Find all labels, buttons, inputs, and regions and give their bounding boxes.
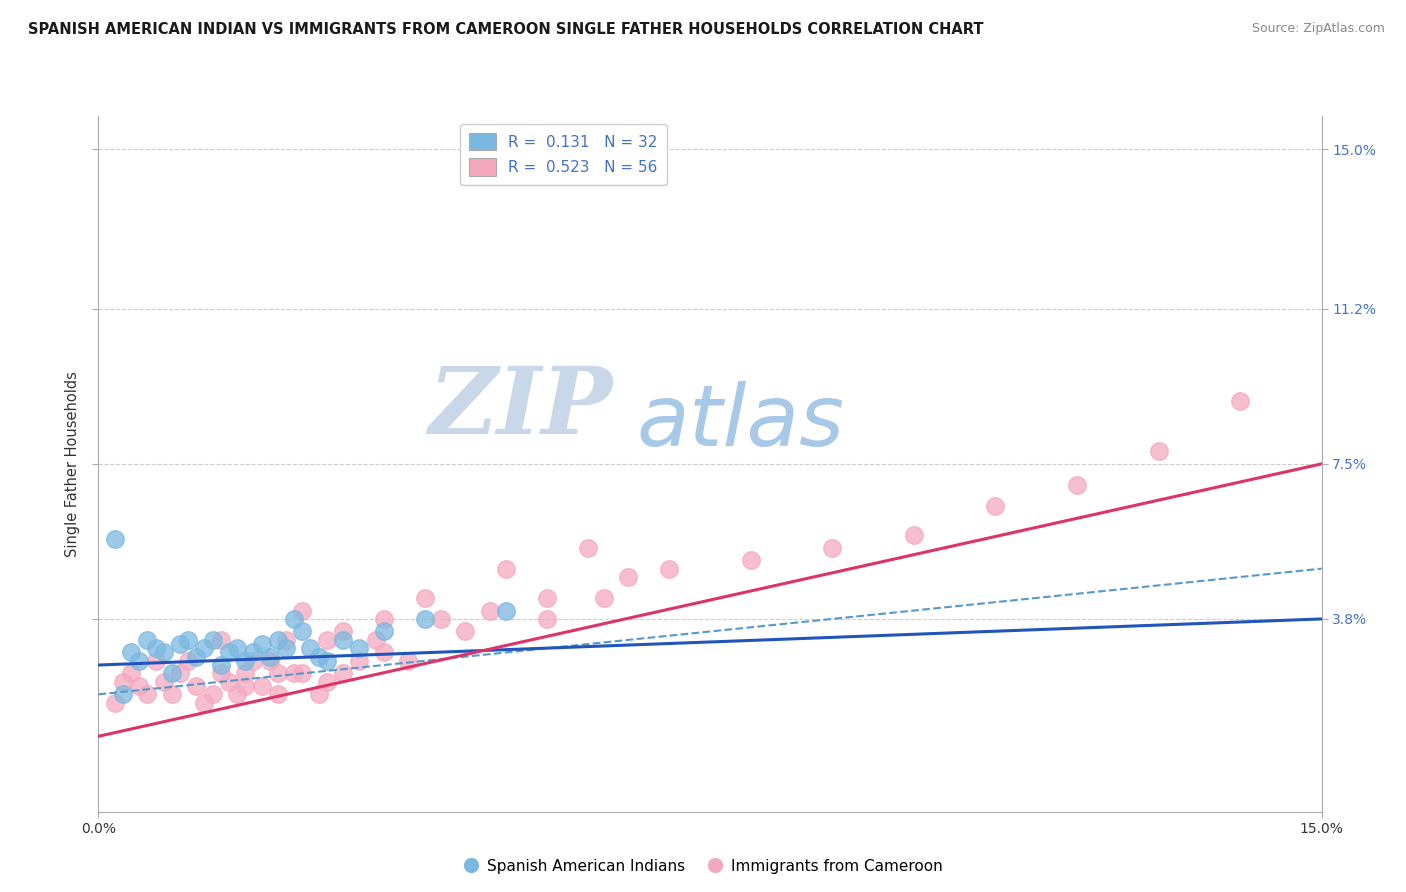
Legend: Spanish American Indians, Immigrants from Cameroon: Spanish American Indians, Immigrants fro…	[457, 853, 949, 880]
Point	[984, 499, 1007, 513]
Point	[242, 654, 264, 668]
Point	[617, 570, 640, 584]
Point	[193, 696, 215, 710]
Point	[152, 645, 174, 659]
Point	[128, 654, 150, 668]
Point	[136, 687, 159, 701]
Point	[495, 561, 517, 575]
Point	[315, 632, 337, 647]
Point	[201, 687, 224, 701]
Point	[193, 641, 215, 656]
Point	[373, 612, 395, 626]
Legend: R =  0.131   N = 32, R =  0.523   N = 56: R = 0.131 N = 32, R = 0.523 N = 56	[460, 124, 666, 185]
Point	[104, 696, 127, 710]
Point	[160, 666, 183, 681]
Point	[536, 612, 558, 626]
Point	[152, 674, 174, 689]
Point	[259, 654, 281, 668]
Point	[160, 687, 183, 701]
Point	[478, 603, 501, 617]
Point	[145, 641, 167, 656]
Point	[299, 641, 322, 656]
Point	[169, 637, 191, 651]
Point	[283, 666, 305, 681]
Point	[821, 541, 844, 555]
Point	[177, 632, 200, 647]
Text: ZIP: ZIP	[427, 363, 612, 453]
Point	[233, 679, 256, 693]
Point	[373, 645, 395, 659]
Point	[136, 632, 159, 647]
Point	[308, 687, 330, 701]
Text: Source: ZipAtlas.com: Source: ZipAtlas.com	[1251, 22, 1385, 36]
Point	[111, 687, 134, 701]
Point	[576, 541, 599, 555]
Text: atlas: atlas	[637, 381, 845, 464]
Point	[1147, 444, 1170, 458]
Point	[267, 687, 290, 701]
Point	[259, 649, 281, 664]
Point	[308, 649, 330, 664]
Point	[658, 561, 681, 575]
Point	[283, 612, 305, 626]
Point	[250, 637, 273, 651]
Point	[226, 641, 249, 656]
Point	[120, 666, 142, 681]
Point	[364, 632, 387, 647]
Point	[267, 666, 290, 681]
Point	[104, 533, 127, 547]
Point	[291, 603, 314, 617]
Point	[120, 645, 142, 659]
Point	[1066, 477, 1088, 491]
Point	[349, 641, 371, 656]
Point	[267, 632, 290, 647]
Point	[177, 654, 200, 668]
Point	[1229, 394, 1251, 409]
Point	[250, 679, 273, 693]
Point	[291, 666, 314, 681]
Point	[201, 632, 224, 647]
Point	[218, 645, 240, 659]
Point	[274, 632, 297, 647]
Point	[233, 654, 256, 668]
Point	[128, 679, 150, 693]
Point	[536, 591, 558, 605]
Point	[218, 674, 240, 689]
Point	[315, 654, 337, 668]
Point	[186, 649, 208, 664]
Point	[413, 612, 436, 626]
Point	[593, 591, 616, 605]
Point	[332, 666, 354, 681]
Y-axis label: Single Father Households: Single Father Households	[65, 371, 80, 557]
Point	[169, 666, 191, 681]
Point	[332, 624, 354, 639]
Point	[291, 624, 314, 639]
Point	[396, 654, 419, 668]
Point	[495, 603, 517, 617]
Point	[430, 612, 453, 626]
Point	[740, 553, 762, 567]
Point	[332, 632, 354, 647]
Point	[242, 645, 264, 659]
Point	[373, 624, 395, 639]
Point	[209, 632, 232, 647]
Point	[226, 687, 249, 701]
Point	[903, 528, 925, 542]
Point	[454, 624, 477, 639]
Point	[233, 666, 256, 681]
Point	[349, 654, 371, 668]
Point	[315, 674, 337, 689]
Point	[186, 679, 208, 693]
Point	[274, 641, 297, 656]
Text: SPANISH AMERICAN INDIAN VS IMMIGRANTS FROM CAMEROON SINGLE FATHER HOUSEHOLDS COR: SPANISH AMERICAN INDIAN VS IMMIGRANTS FR…	[28, 22, 984, 37]
Point	[209, 666, 232, 681]
Point	[413, 591, 436, 605]
Point	[209, 658, 232, 673]
Point	[145, 654, 167, 668]
Point	[111, 674, 134, 689]
